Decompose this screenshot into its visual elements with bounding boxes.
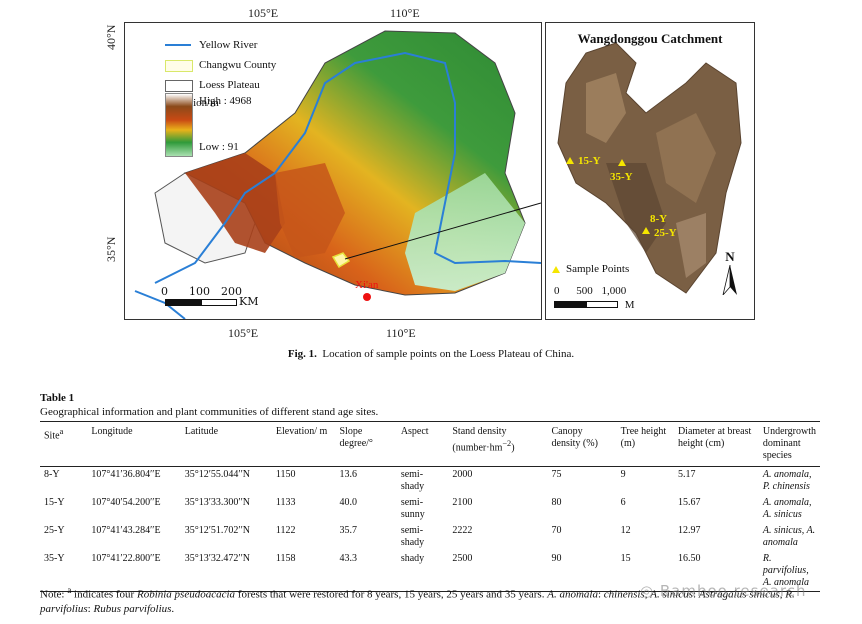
site-label-8y: 8-Y	[650, 213, 668, 225]
col-dbh: Diameter at breast height (cm)	[673, 421, 759, 467]
table-row: 35-Y 107°41′22.800′′E 35°13′32.472′′N 1158…	[40, 551, 820, 592]
tick-left-35: 35°N	[104, 236, 118, 262]
tick-top-110: 110°E	[390, 6, 420, 20]
site-info-table: Sitea Longitude Latitude Elevation/ m Sl…	[40, 421, 820, 592]
table-row: 8-Y 107°41′36.804′′E 35°12′55.044′′N 1150 1…	[44, 469, 812, 492]
legend-county: Changwu County	[165, 55, 276, 75]
elevation-map-graphic	[134, 30, 541, 319]
elevation-color-bar	[165, 93, 193, 157]
site-label-15y: 15-Y	[578, 155, 601, 167]
col-latitude: Latitude	[180, 421, 272, 467]
site-label-35y: 35-Y	[610, 171, 633, 183]
col-slope: Slope degree/°	[335, 421, 397, 467]
col-stand-density: Stand density (number·hm−2)	[448, 421, 548, 467]
table-note: Note: a indicates four Robinia pseudoaca…	[40, 585, 795, 615]
col-aspect: Aspect	[396, 421, 449, 467]
figure-1: 105°E 110°E 105°E 110°E 40°N 35°N	[104, 6, 755, 360]
figure-caption: Fig. 1. Location of sample points on the…	[287, 348, 575, 360]
xian-marker-icon	[363, 293, 371, 301]
north-arrow: N	[722, 249, 738, 299]
legend-loess: Loess Plateau	[165, 75, 276, 95]
tick-bottom-105: 105°E	[228, 326, 259, 340]
loess-box-icon	[165, 80, 193, 92]
inset-title: Wangdonggou Catchment	[577, 31, 723, 46]
table-row: 15-Y 107°40′54.200′′E 35°13′33.300′′N 1133…	[44, 497, 812, 520]
table-caption: Geographical information and plant commu…	[40, 406, 379, 418]
legend-river: Yellow River	[165, 35, 276, 55]
col-longitude: Longitude	[87, 421, 181, 467]
col-canopy: Canopy density (%)	[547, 421, 617, 467]
legend-elevation-low: Low : 91	[199, 141, 239, 153]
sample-point-icon	[618, 159, 626, 166]
city-label-xian: Xi'an	[355, 279, 379, 291]
table-title: Table 1	[40, 392, 75, 404]
county-box-icon	[165, 60, 193, 72]
sample-point-icon	[642, 227, 650, 234]
col-elevation: Elevation/ m	[271, 421, 336, 467]
catchment-imagery-graphic	[557, 42, 742, 294]
loess-plateau-map: Yellow River Changwu County Loess Platea…	[124, 22, 542, 320]
tick-bottom-110: 110°E	[386, 326, 416, 340]
sample-point-icon	[566, 157, 574, 164]
table-row: 25-Y 107°41′43.284′′E 35°12′51.702′′N 1122…	[44, 525, 816, 548]
tick-left-40: 40°N	[104, 24, 118, 50]
col-tree-height: Tree height (m)	[616, 421, 674, 467]
col-site: Sitea	[40, 421, 88, 467]
map-legend: Yellow River Changwu County Loess Platea…	[165, 35, 276, 157]
table-header-row: Sitea Longitude Latitude Elevation/ m Sl…	[40, 421, 820, 467]
watermark: ◎ Bamboo research	[640, 582, 807, 600]
river-line-icon	[165, 44, 191, 46]
sample-legend: Sample Points	[552, 263, 629, 275]
wangdonggou-inset: Wangdonggou Catchment 15-Y 35-Y 8-Y 25-Y…	[545, 22, 755, 320]
site-label-25y: 25-Y	[654, 227, 677, 239]
sample-point-legend-icon	[552, 265, 560, 273]
north-arrow-icon	[722, 264, 737, 296]
legend-elevation-high: High : 4968	[199, 95, 252, 107]
inset-scale-bar: 0 500 1,000 M	[554, 285, 635, 311]
col-species: Undergrowth dominant species	[758, 421, 820, 467]
tick-top-105: 105°E	[248, 6, 279, 20]
